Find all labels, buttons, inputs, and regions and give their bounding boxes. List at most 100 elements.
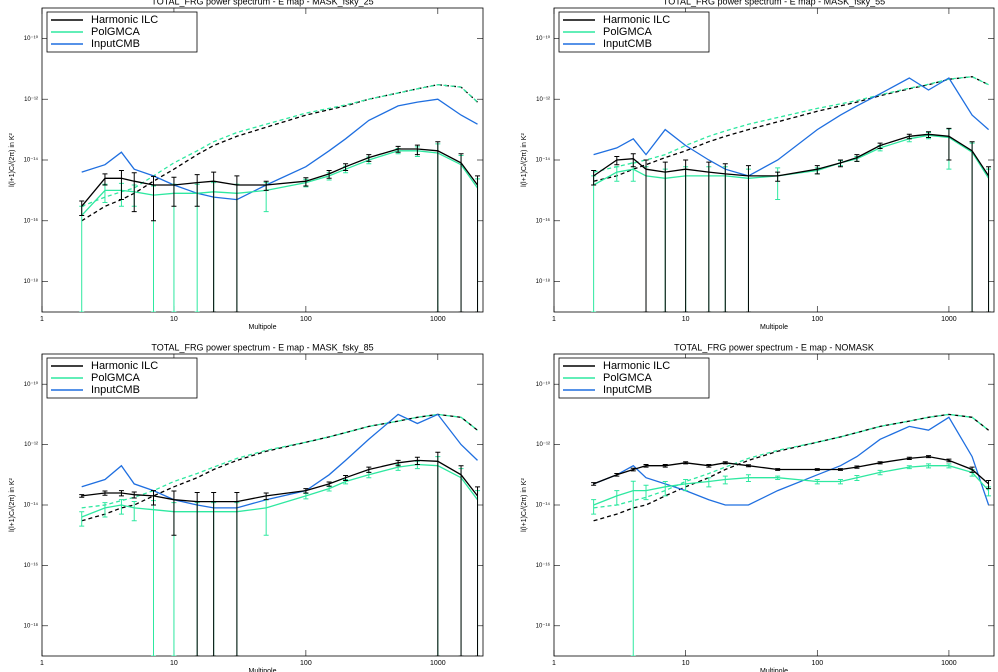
y-tick-label: 10⁻¹⁸ [24,622,39,629]
y-tick-label: 10⁻¹⁴ [536,157,551,164]
plot-frame [553,353,995,657]
plot-area [79,413,481,656]
x-axis-label: Multipole [248,324,276,331]
error-bar [877,142,883,149]
error-bar [946,458,952,463]
error-bar [745,474,751,482]
panel: TOTAL_FRG power spectrum - E map - MASK_… [521,0,995,331]
error-bar [775,475,781,480]
error-bar [151,500,157,656]
error-bar [614,473,620,477]
y-tick-label: 10⁻¹⁶ [536,217,551,224]
error-bar [837,159,843,168]
error-bar [745,464,751,468]
error-bar [102,502,108,518]
error-bar [614,156,620,166]
error-bar [683,478,689,492]
error-bar [211,491,217,656]
x-tick-label: 10 [170,316,178,323]
error-bar [102,183,108,203]
error-bar [211,171,217,312]
error-bar [877,469,883,476]
error-bar [263,180,269,191]
y-tick-label: 10⁻¹⁶ [24,562,39,569]
error-bar [877,461,883,465]
error-bar [366,154,372,162]
error-bar [151,490,157,506]
chart-title: TOTAL_FRG power spectrum - E map - MASK_… [151,342,373,352]
error-bar [662,463,668,468]
error-bar [591,499,597,515]
error-bar [630,467,636,472]
error-bar [926,131,932,138]
y-tick-label: 10⁻¹⁴ [536,502,551,509]
x-tick-label: 1 [552,660,556,667]
y-tick-label: 10⁻¹⁸ [536,622,551,629]
error-bar [102,173,108,186]
error-bar [946,127,952,161]
legend-text: Harmonic ILC [91,14,158,26]
y-axis-label: l(l+1)Cₗ/(2π) in K² [521,133,528,187]
error-bar [926,463,932,469]
error-bar [837,478,843,485]
legend-text: Harmonic ILC [603,360,670,372]
x-tick-label: 100 [300,660,312,667]
error-bar [591,482,597,486]
error-bar [79,205,85,312]
chart-title: TOTAL_FRG power spectrum - E map - MASK_… [151,0,373,6]
y-tick-label: 10⁻¹⁰ [24,381,39,388]
error-bar [79,511,85,527]
x-tick-label: 10 [682,316,690,323]
legend-text: Harmonic ILC [603,14,670,26]
error-bar [326,481,332,487]
legend-text: PolGMCA [603,372,653,384]
error-bar [475,486,481,656]
y-tick-label: 10⁻¹⁸ [24,278,39,285]
error-bar [814,478,820,485]
error-bar [131,172,137,213]
error-bar [837,468,843,471]
error-bar [722,461,728,465]
error-bar [854,154,860,162]
series-line [593,413,990,522]
x-axis-label: Multipole [760,668,788,672]
error-bar [343,474,349,481]
series-line [593,133,990,177]
error-bar [366,466,372,473]
y-axis-label: l(l+1)Cₗ/(2π) in K² [521,478,528,532]
error-bar [775,468,781,471]
error-bar [118,499,124,515]
y-tick-label: 10⁻¹² [24,97,38,103]
series-line [81,84,478,207]
error-bar [969,141,975,312]
error-bar [706,463,712,468]
x-tick-label: 1000 [941,660,957,667]
panel: TOTAL_FRG power spectrum - E map - MASK_… [9,342,484,672]
legend-box [558,11,710,53]
error-bar [926,455,932,459]
error-bar [234,491,240,656]
x-tick-label: 1 [552,316,556,323]
error-bar [630,480,636,656]
legend-text: PolGMCA [91,26,141,38]
error-bar [343,163,349,172]
error-bar [662,481,668,497]
error-bar [194,174,200,207]
series-line [593,413,990,509]
error-bar [435,141,441,312]
error-bar [458,153,464,312]
y-tick-label: 10⁻¹⁴ [24,502,39,509]
error-bar [969,466,975,473]
y-axis-label: l(l+1)Cₗ/(2π) in K² [9,478,16,532]
error-bar [683,159,689,312]
error-bar [662,161,668,312]
series-line [81,463,479,518]
x-tick-label: 1 [40,316,44,323]
error-bar [643,463,649,468]
panel: TOTAL_FRG power spectrum - E map - NOMAS… [521,342,995,672]
error-bar [906,133,912,140]
series-line [81,459,479,503]
error-bar [303,488,309,494]
error-bar [722,163,728,312]
